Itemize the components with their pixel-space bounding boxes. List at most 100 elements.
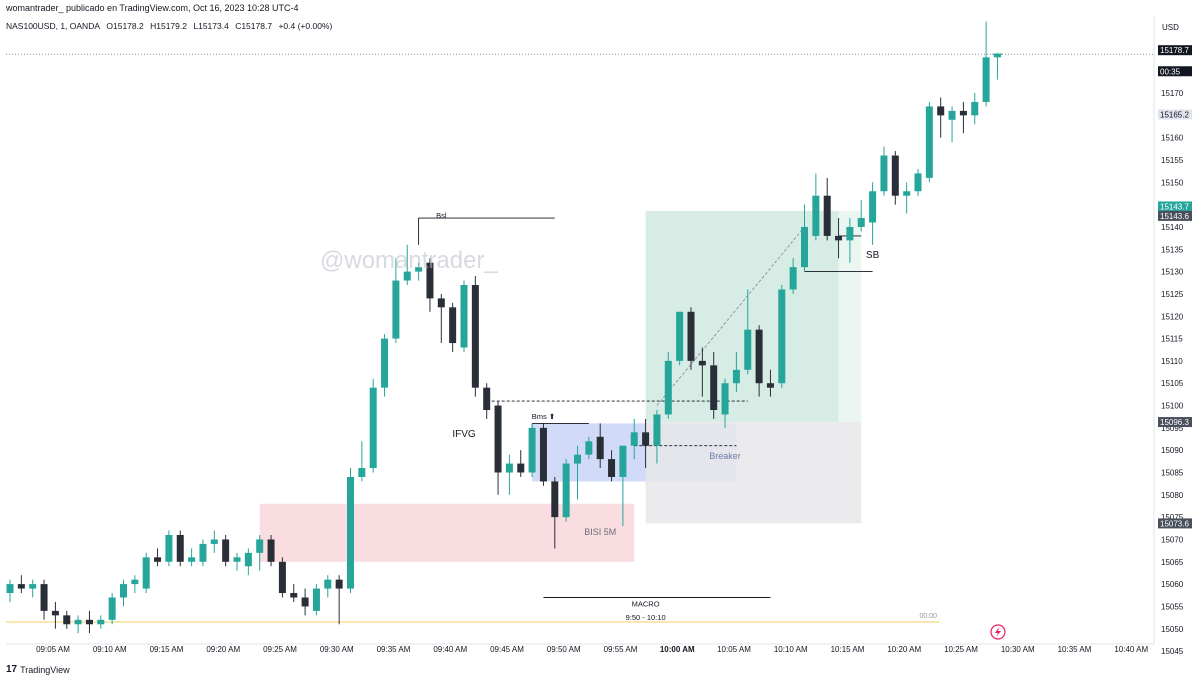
- symbol-name[interactable]: NAS100USD, 1, OANDA: [6, 21, 101, 31]
- candle-10:01: [653, 410, 661, 464]
- price-label-text: 00:35: [1160, 67, 1181, 76]
- candle-10:27: [948, 106, 956, 143]
- price-label-text: 15143.6: [1160, 212, 1189, 221]
- x-tick-label: 09:40 AM: [433, 645, 467, 654]
- projection-dashed-line: [656, 226, 805, 406]
- candle-09:23: [222, 535, 230, 567]
- candle-09:43: [449, 302, 457, 352]
- candle-09:14: [120, 579, 127, 607]
- annotation-labels: Bsl Bms ⬆ IFVG Breaker BISI 5M SB MACRO 9:50 - …: [436, 211, 880, 622]
- y-tick-label: 15055: [1161, 602, 1184, 611]
- candle-10:29: [971, 93, 979, 125]
- candle-10:19: [857, 200, 865, 232]
- candle-09:55: [585, 436, 593, 460]
- y-tick-label: 15090: [1161, 446, 1184, 455]
- x-tick-label: 09:10 AM: [93, 645, 127, 654]
- lightning-icon[interactable]: [990, 624, 1006, 640]
- candle-body: [937, 106, 945, 116]
- x-tick-label: 10:20 AM: [887, 645, 921, 654]
- candle-10:21: [880, 146, 888, 196]
- candle-body: [74, 619, 82, 625]
- candle-09:08: [51, 601, 59, 629]
- candle-09:12: [97, 615, 105, 629]
- price-label: 15096.3: [1158, 417, 1192, 428]
- candle-body: [891, 155, 899, 196]
- candle-body: [97, 619, 105, 625]
- candle-body: [199, 543, 207, 562]
- price-label-text: 15096.3: [1160, 418, 1189, 427]
- candle-body: [948, 110, 956, 120]
- x-tick-label: 10:30 AM: [1001, 645, 1035, 654]
- candle-body: [6, 584, 14, 594]
- candle-body: [392, 280, 400, 339]
- ohlc-change: +0.4 (+0.00%): [278, 21, 333, 31]
- candle-10:15: [812, 173, 820, 241]
- candle-body: [233, 557, 241, 562]
- currency-label[interactable]: USD: [1162, 23, 1179, 32]
- candle-body: [789, 267, 797, 290]
- candle-body: [642, 432, 650, 446]
- ohlc-open: O15178.2: [106, 21, 144, 31]
- candle-body: [517, 463, 525, 473]
- price-label-text: 15165.2: [1160, 110, 1189, 119]
- candle-09:46: [483, 383, 491, 419]
- candle-body: [812, 195, 820, 236]
- candle-body: [574, 454, 581, 464]
- candle-body: [120, 584, 127, 598]
- candle-10:28: [959, 101, 967, 134]
- candle-body: [993, 54, 1001, 58]
- candle-10:09: [744, 289, 752, 375]
- price-label-bg: [1158, 66, 1192, 77]
- annotation-label: 9:50 - 10:10: [626, 613, 666, 622]
- candle-09:56: [596, 423, 604, 469]
- x-tick-label: 09:50 AM: [547, 645, 581, 654]
- candle-body: [710, 365, 718, 410]
- candle-body: [131, 579, 139, 585]
- ohlc-low: L15173.4: [193, 21, 229, 31]
- candle-body: [721, 383, 729, 415]
- candle-09:38: [392, 258, 400, 344]
- candle-body: [494, 405, 502, 473]
- price-label: 15165.2: [1158, 109, 1192, 120]
- session-time-label: 00:00: [919, 613, 937, 620]
- candle-body: [244, 552, 252, 567]
- candle-09:13: [108, 593, 116, 625]
- y-tick-label: 15065: [1161, 558, 1184, 567]
- candle-10:18: [846, 218, 854, 263]
- candle-09:52: [551, 476, 559, 549]
- candle-body: [585, 441, 593, 455]
- candle-09:04: [6, 579, 14, 602]
- tradingview-brand[interactable]: 17 TradingView: [6, 664, 70, 675]
- annotation-label: Bms ⬆: [532, 412, 555, 421]
- candle-body: [335, 579, 343, 589]
- candle-09:21: [199, 539, 207, 567]
- price-label: 15143.6: [1158, 210, 1192, 221]
- price-label-text: 15178.7: [1160, 46, 1189, 55]
- candle-09:44: [460, 280, 468, 352]
- candle-body: [267, 539, 275, 562]
- candle-body: [744, 329, 752, 370]
- x-tick-label: 10:00 AM: [660, 645, 695, 654]
- x-tick-label: 09:15 AM: [150, 645, 184, 654]
- y-tick-label: 15050: [1161, 625, 1184, 634]
- candle-body: [51, 610, 59, 616]
- candle-body: [176, 535, 184, 562]
- candle-body: [835, 235, 843, 241]
- candle-09:34: [347, 468, 354, 594]
- x-tick-label: 09:35 AM: [377, 645, 411, 654]
- candle-body: [278, 561, 286, 594]
- stop-zone: [645, 422, 862, 524]
- candle-body: [630, 432, 638, 446]
- candle-09:29: [290, 584, 298, 602]
- candle-body: [539, 427, 547, 482]
- zones-layer: [259, 210, 862, 562]
- candle-10:05: [698, 347, 706, 397]
- candle-09:47: [494, 401, 502, 495]
- candle-body: [846, 226, 854, 241]
- candle-09:40: [415, 262, 423, 281]
- candle-body: [85, 619, 93, 625]
- candle-body: [505, 463, 513, 473]
- candle-body: [210, 539, 218, 544]
- candle-09:31: [312, 584, 320, 616]
